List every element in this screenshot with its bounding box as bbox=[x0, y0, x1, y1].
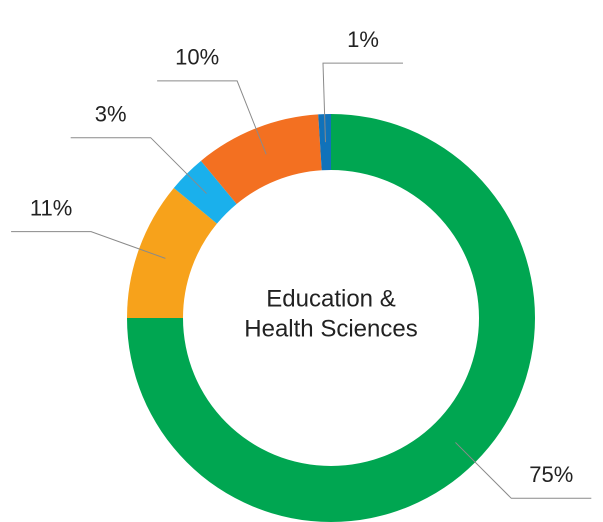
center-label: Health Sciences bbox=[244, 315, 417, 342]
data-label: 3% bbox=[95, 102, 127, 127]
leader-line bbox=[157, 80, 267, 155]
leader-line bbox=[455, 442, 592, 499]
data-label: 10% bbox=[175, 45, 219, 70]
leader-line bbox=[11, 231, 166, 259]
donut-slice bbox=[318, 114, 331, 171]
data-label: 11% bbox=[30, 195, 72, 220]
data-label: 75% bbox=[529, 462, 573, 487]
leader-line bbox=[322, 62, 403, 143]
donut-slice bbox=[200, 114, 322, 204]
leader-line bbox=[70, 137, 207, 194]
data-label: 1% bbox=[347, 27, 379, 52]
center-label: Education & bbox=[266, 285, 395, 312]
donut-slice bbox=[127, 187, 217, 318]
